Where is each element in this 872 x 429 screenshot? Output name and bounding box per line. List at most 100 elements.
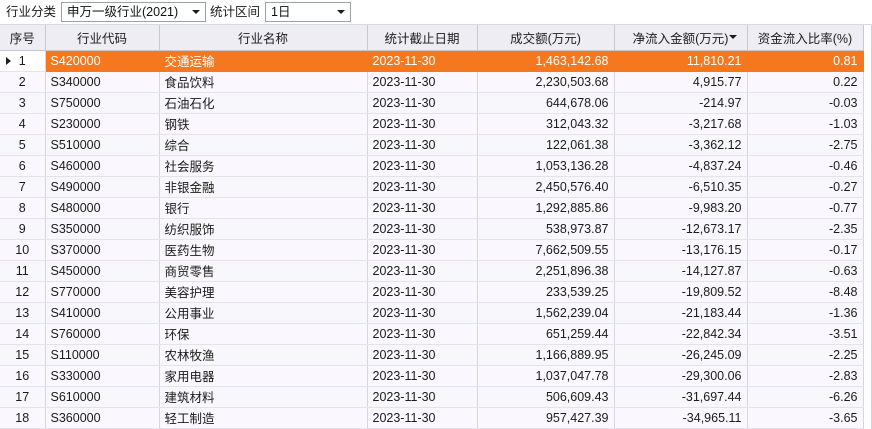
table-row[interactable]: 18 S360000 轻工制造 2023-11-30 957,427.39 -34,965… [0, 407, 864, 429]
cell-industry-name: 公用事业 [159, 302, 368, 324]
cell-inflow-rate: -3.51 [747, 323, 864, 345]
cell-cutoff-date: 2023-11-30 [367, 407, 478, 429]
cell-index: 15 [0, 344, 46, 366]
cell-inflow-rate: -1.36 [747, 302, 864, 324]
statistics-period-select[interactable]: 1日 [265, 2, 352, 22]
cell-cutoff-date: 2023-11-30 [367, 155, 478, 177]
cell-industry-code: S480000 [45, 197, 160, 219]
cell-index: 17 [0, 386, 46, 408]
cell-inflow-rate: -0.63 [747, 260, 864, 282]
cell-net-inflow: -6,510.35 [614, 176, 748, 198]
table-row[interactable]: 2 S340000 食品饮料 2023-11-30 2,230,503.68 4,915.… [0, 71, 864, 93]
table-row[interactable]: 9 S350000 纺织服饰 2023-11-30 538,973.87 -12,673.… [0, 218, 864, 240]
current-row-marker-icon [6, 56, 11, 65]
industry-classification-select[interactable]: 申万一级行业(2021) [61, 2, 207, 22]
cell-industry-code: S610000 [45, 386, 160, 408]
cell-turnover-amount: 1,166,889.95 [477, 344, 615, 366]
cell-industry-name: 社会服务 [159, 155, 368, 177]
table-row[interactable]: 7 S490000 非银金融 2023-11-30 2,450,576.40 -6,510… [0, 176, 864, 198]
table-row[interactable]: 8 S480000 银行 2023-11-30 1,292,885.86 -9,983.2… [0, 197, 864, 219]
cell-turnover-amount: 651,259.44 [477, 323, 615, 345]
cell-industry-code: S360000 [45, 407, 160, 429]
column-header-inflow-rate[interactable]: 资金流入比率(%) [747, 25, 864, 51]
cell-net-inflow: -4,837.24 [614, 155, 748, 177]
column-header-index[interactable]: 序号 [0, 25, 46, 51]
cell-index: 8 [0, 197, 46, 219]
cell-index: 4 [0, 113, 46, 135]
table-row[interactable]: 16 S330000 家用电器 2023-11-30 1,037,047.78 -29,3… [0, 365, 864, 387]
capital-flow-table: 序号 行业代码 行业名称 统计截止日期 成交额(万元) 净流入金额(万元) 资金… [0, 25, 864, 429]
table-row[interactable]: 13 S410000 公用事业 2023-11-30 1,562,239.04 -21,1… [0, 302, 864, 324]
cell-inflow-rate: -3.65 [747, 407, 864, 429]
cell-inflow-rate: -2.25 [747, 344, 864, 366]
cell-industry-code: S750000 [45, 92, 160, 114]
column-header-amount[interactable]: 成交额(万元) [477, 25, 615, 51]
table-row[interactable]: 17 S610000 建筑材料 2023-11-30 506,609.43 -31,697… [0, 386, 864, 408]
column-header-net-inflow[interactable]: 净流入金额(万元) [614, 25, 748, 51]
cell-industry-name: 钢铁 [159, 113, 368, 135]
table-row[interactable]: 6 S460000 社会服务 2023-11-30 1,053,136.28 -4,837… [0, 155, 864, 177]
statistics-period-value: 1日 [271, 5, 291, 19]
cell-net-inflow: -26,245.09 [614, 344, 748, 366]
cell-net-inflow: -19,809.52 [614, 281, 748, 303]
cell-index-label: 1 [18, 53, 26, 68]
table-row[interactable]: 14 S760000 环保 2023-11-30 651,259.44 -22,842.3… [0, 323, 864, 345]
cell-turnover-amount: 1,292,885.86 [477, 197, 615, 219]
cell-turnover-amount: 1,463,142.68 [477, 50, 615, 72]
table-row[interactable]: 5 S510000 综合 2023-11-30 122,061.38 -3,362.12-… [0, 134, 864, 156]
column-header-date[interactable]: 统计截止日期 [367, 25, 478, 51]
cell-industry-name: 医药生物 [159, 239, 368, 261]
table-row[interactable]: 4 S230000 钢铁 2023-11-30 312,043.32 -3,217.68-… [0, 113, 864, 135]
table-row[interactable]: 3 S750000 石油石化 2023-11-30 644,678.06 -214.97-… [0, 92, 864, 114]
cell-cutoff-date: 2023-11-30 [367, 239, 478, 261]
table-row[interactable]: 15 S110000 农林牧渔 2023-11-30 1,166,889.95 -26,2… [0, 344, 864, 366]
cell-net-inflow: -29,300.06 [614, 365, 748, 387]
cell-industry-name: 综合 [159, 134, 368, 156]
cell-industry-name: 美容护理 [159, 281, 368, 303]
cell-industry-code: S510000 [45, 134, 160, 156]
column-header-net-inflow-label: 净流入金额(万元) [632, 31, 729, 46]
cell-cutoff-date: 2023-11-30 [367, 386, 478, 408]
cell-industry-name: 农林牧渔 [159, 344, 368, 366]
cell-index: 5 [0, 134, 46, 156]
cell-inflow-rate: -0.03 [747, 92, 864, 114]
cell-index: 11 [0, 260, 46, 282]
cell-industry-name: 纺织服饰 [159, 218, 368, 240]
cell-net-inflow: 11,810.21 [614, 50, 748, 72]
cell-industry-name: 石油石化 [159, 92, 368, 114]
table-row[interactable]: 12 S770000 美容护理 2023-11-30 233,539.25 -19,809… [0, 281, 864, 303]
cell-turnover-amount: 644,678.06 [477, 92, 615, 114]
cell-turnover-amount: 506,609.43 [477, 386, 615, 408]
cell-inflow-rate: -0.17 [747, 239, 864, 261]
cell-industry-name: 家用电器 [159, 365, 368, 387]
cell-index: 13 [0, 302, 46, 324]
column-header-code[interactable]: 行业代码 [45, 25, 160, 51]
cell-cutoff-date: 2023-11-30 [367, 92, 478, 114]
table-header-row: 序号 行业代码 行业名称 统计截止日期 成交额(万元) 净流入金额(万元) 资金… [0, 25, 864, 51]
cell-net-inflow: -12,673.17 [614, 218, 748, 240]
cell-index: 18 [0, 407, 46, 429]
cell-cutoff-date: 2023-11-30 [367, 218, 478, 240]
cell-index: 3 [0, 92, 46, 114]
cell-industry-name: 银行 [159, 197, 368, 219]
table-row[interactable]: 11 S450000 商贸零售 2023-11-30 2,251,896.38 -14,1… [0, 260, 864, 282]
cell-industry-code: S110000 [45, 344, 160, 366]
cell-net-inflow: -34,965.11 [614, 407, 748, 429]
cell-cutoff-date: 2023-11-30 [367, 365, 478, 387]
cell-index: 6 [0, 155, 46, 177]
cell-inflow-rate: -0.77 [747, 197, 864, 219]
cell-index: 10 [0, 239, 46, 261]
cell-inflow-rate: -2.83 [747, 365, 864, 387]
cell-inflow-rate: -8.48 [747, 281, 864, 303]
column-header-name[interactable]: 行业名称 [159, 25, 368, 51]
table-row[interactable]: 1 S420000 交通运输 2023-11-30 1,463,142.68 11,810… [0, 50, 864, 72]
cell-inflow-rate: -0.46 [747, 155, 864, 177]
cell-industry-name: 商贸零售 [159, 260, 368, 282]
cell-index: 14 [0, 323, 46, 345]
cell-index: 2 [0, 71, 46, 93]
cell-index: 9 [0, 218, 46, 240]
cell-industry-code: S370000 [45, 239, 160, 261]
capital-flow-table-container[interactable]: 序号 行业代码 行业名称 统计截止日期 成交额(万元) 净流入金额(万元) 资金… [0, 25, 872, 429]
cell-net-inflow: -9,983.20 [614, 197, 748, 219]
table-row[interactable]: 10 S370000 医药生物 2023-11-30 7,662,509.55 -13,1… [0, 239, 864, 261]
